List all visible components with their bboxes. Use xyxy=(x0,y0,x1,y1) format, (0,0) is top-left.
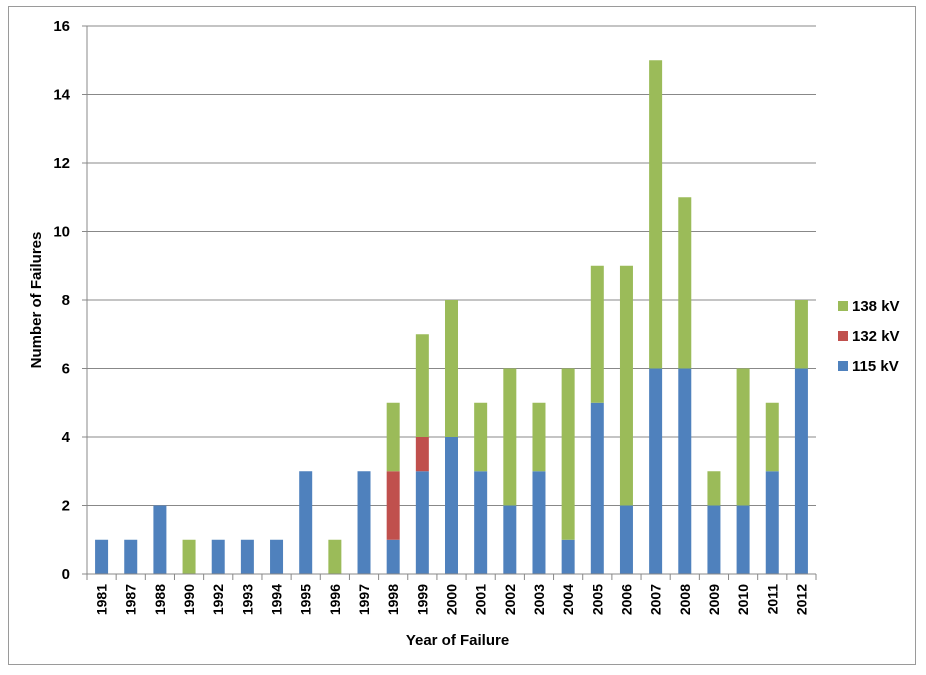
x-tick-2001: 2001 xyxy=(473,584,489,615)
y-tick-2: 2 xyxy=(62,498,70,515)
legend: 138 kV 132 kV 115 kV xyxy=(838,298,900,375)
bar-1992-115kv xyxy=(211,539,225,574)
bar-2001-138kv xyxy=(474,402,488,472)
y-tick-4: 4 xyxy=(62,429,71,446)
bar-1998-132kv xyxy=(386,471,400,540)
y-tick-10: 10 xyxy=(53,224,70,241)
x-tick-2005: 2005 xyxy=(589,584,605,615)
bar-2009-138kv xyxy=(707,471,721,506)
x-tick-1992: 1992 xyxy=(210,584,226,615)
bar-2010-115kv xyxy=(736,505,750,574)
bar-2000-115kv xyxy=(445,437,458,574)
x-tick-2006: 2006 xyxy=(618,584,634,615)
y-tick-14: 14 xyxy=(53,87,70,104)
x-tick-2007: 2007 xyxy=(648,584,664,615)
x-tick-1987: 1987 xyxy=(123,584,139,615)
bar-1988-115kv xyxy=(153,505,167,574)
bar-1993-115kv xyxy=(240,539,254,574)
x-tick-1990: 1990 xyxy=(181,584,197,615)
bar-2005-115kv xyxy=(590,402,604,574)
bar-1998-138kv xyxy=(386,402,400,472)
bar-1999-115kv xyxy=(415,471,429,574)
x-tick-2003: 2003 xyxy=(531,584,547,615)
axes xyxy=(86,26,817,580)
bar-1996-138kv xyxy=(328,539,342,574)
y-tick-0: 0 xyxy=(62,566,70,583)
x-tick-1988: 1988 xyxy=(152,584,168,615)
x-tick-2009: 2009 xyxy=(706,584,722,615)
legend-swatch-115kv xyxy=(838,361,848,371)
x-tick-1981: 1981 xyxy=(94,584,110,615)
x-tick-2012: 2012 xyxy=(793,584,809,615)
bar-2006-115kv xyxy=(619,505,633,574)
bar-2001-115kv xyxy=(474,471,488,574)
bar-1995-115kv xyxy=(299,471,313,574)
x-tick-2002: 2002 xyxy=(502,584,518,615)
bar-2008-115kv xyxy=(678,368,692,574)
bar-2003-115kv xyxy=(532,471,546,574)
legend-label-138kv: 138 kV xyxy=(852,298,900,315)
y-tick-labels: 0 2 4 6 8 10 12 14 16 xyxy=(53,18,70,583)
x-tick-1995: 1995 xyxy=(298,584,314,615)
bar-2011-115kv xyxy=(765,471,779,574)
legend-label-132kv: 132 kV xyxy=(852,328,900,345)
bar-2002-115kv xyxy=(503,505,517,574)
bar-2007-138kv xyxy=(649,60,663,369)
x-tick-1994: 1994 xyxy=(269,584,285,615)
bar-2003-138kv xyxy=(532,402,546,472)
bar-1997-115kv xyxy=(357,471,371,574)
bar-1999-138kv xyxy=(415,334,429,437)
x-tick-1998: 1998 xyxy=(385,584,401,615)
y-tick-16: 16 xyxy=(53,18,70,35)
x-tick-2010: 2010 xyxy=(735,584,751,615)
x-tick-1996: 1996 xyxy=(327,584,343,615)
bar-2006-138kv xyxy=(619,265,633,506)
x-tick-2011: 2011 xyxy=(764,584,780,615)
y-tick-8: 8 xyxy=(62,292,70,309)
legend-swatch-132kv xyxy=(838,331,848,341)
x-tick-1997: 1997 xyxy=(356,584,372,615)
x-tick-1993: 1993 xyxy=(239,584,255,615)
bar-2008-138kv xyxy=(678,197,692,369)
x-tick-2000: 2000 xyxy=(444,584,460,615)
x-tick-2004: 2004 xyxy=(560,584,576,615)
bar-2004-138kv xyxy=(561,368,575,540)
bar-1990-138kv xyxy=(182,539,196,574)
x-tick-1999: 1999 xyxy=(414,584,430,615)
x-tick-2008: 2008 xyxy=(677,584,693,615)
x-tick-labels: 1981 1987 1988 1990 1992 1993 1994 1995 1996 1997… xyxy=(94,584,810,615)
bar-2011-138kv xyxy=(765,402,779,472)
bar-1987-115kv xyxy=(124,539,138,574)
bar-1999-132kv xyxy=(415,437,429,472)
x-axis-title: Year of Failure xyxy=(406,632,509,649)
bar-2009-115kv xyxy=(707,505,721,574)
bar-2000-138kv xyxy=(445,300,458,437)
bar-2007-115kv xyxy=(649,368,663,574)
bar-2012-138kv xyxy=(794,300,808,369)
y-tick-12: 12 xyxy=(53,155,70,172)
bar-1994-115kv xyxy=(270,539,284,574)
bars xyxy=(95,60,808,574)
bar-2010-138kv xyxy=(736,368,750,506)
y-tick-6: 6 xyxy=(62,361,70,378)
y-axis-title: Number of Failures xyxy=(28,232,45,369)
bar-1981-115kv xyxy=(95,539,109,574)
bar-2012-115kv xyxy=(794,368,808,574)
bar-2005-138kv xyxy=(590,265,604,403)
bar-2002-138kv xyxy=(503,368,517,506)
legend-swatch-138kv xyxy=(838,301,848,311)
legend-label-115kv: 115 kV xyxy=(852,358,899,375)
bar-2004-115kv xyxy=(561,539,575,574)
bar-1998-115kv xyxy=(386,539,400,574)
